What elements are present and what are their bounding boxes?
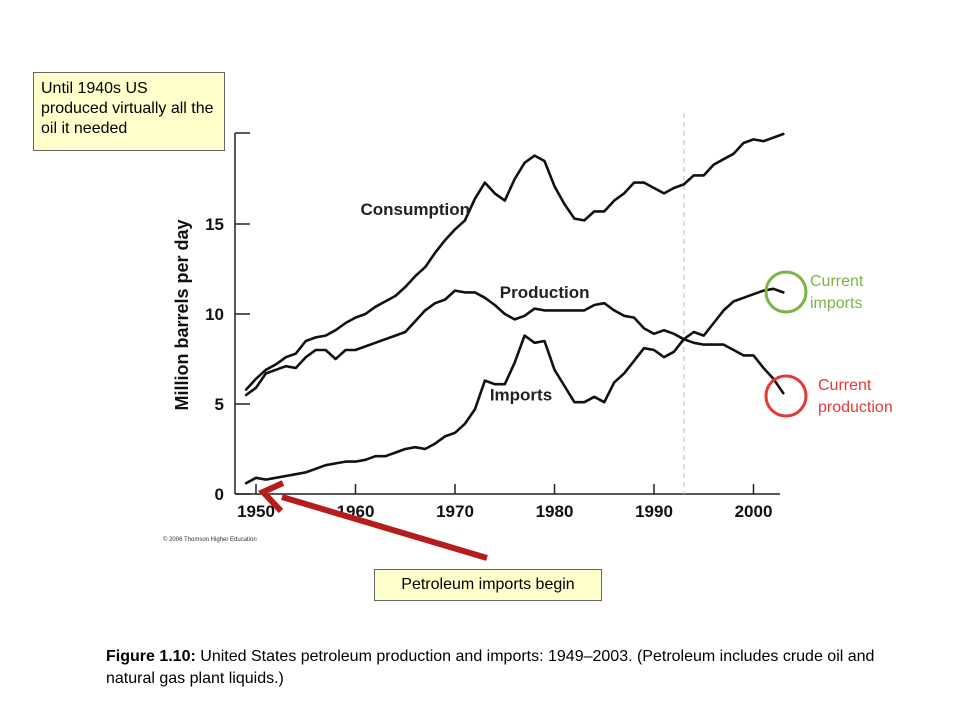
y-tick-label: 0 (215, 485, 224, 504)
y-tick-label: 15 (205, 215, 224, 234)
series-line-imports (244, 287, 785, 485)
history-note: Until 1940s US produced virtually all th… (33, 72, 225, 151)
series-line-production (244, 289, 785, 397)
y-axis-label: Million barrels per day (172, 219, 192, 410)
x-tick-label: 2000 (735, 502, 773, 521)
imports-begin-arrow (257, 480, 488, 561)
y-tick-label: 5 (215, 395, 224, 414)
copyright-text: © 2006 Thomson Higher Education (163, 536, 257, 543)
x-tick-label: 1990 (635, 502, 673, 521)
imports-begin-note: Petroleum imports begin (374, 569, 602, 601)
caption-text: United States petroleum production and i… (106, 648, 875, 687)
series-label-consumption: Consumption (360, 200, 470, 219)
figure-caption: Figure 1.10: United States petroleum pro… (106, 646, 906, 690)
current-production-line1: Current (818, 377, 872, 394)
current-imports-line2: imports (810, 295, 863, 312)
current-imports-line1: Current (810, 273, 864, 290)
current-production-label: Current production (818, 375, 893, 419)
imports-highlight-circle (764, 270, 808, 314)
series-label-production: Production (500, 283, 590, 302)
series-line-consumption (244, 132, 785, 391)
production-highlight-circle (764, 374, 808, 418)
x-tick-label: 1970 (436, 502, 474, 521)
x-tick-label: 1980 (536, 502, 574, 521)
current-imports-label: Current imports (810, 271, 863, 315)
chart-series: Consumption Production Imports (244, 113, 785, 494)
y-tick-label: 10 (205, 305, 224, 324)
current-production-line2: production (818, 399, 893, 416)
caption-figure-number: Figure 1.10: (106, 648, 196, 665)
x-tick-label: 1950 (237, 502, 275, 521)
series-label-imports: Imports (490, 385, 552, 404)
